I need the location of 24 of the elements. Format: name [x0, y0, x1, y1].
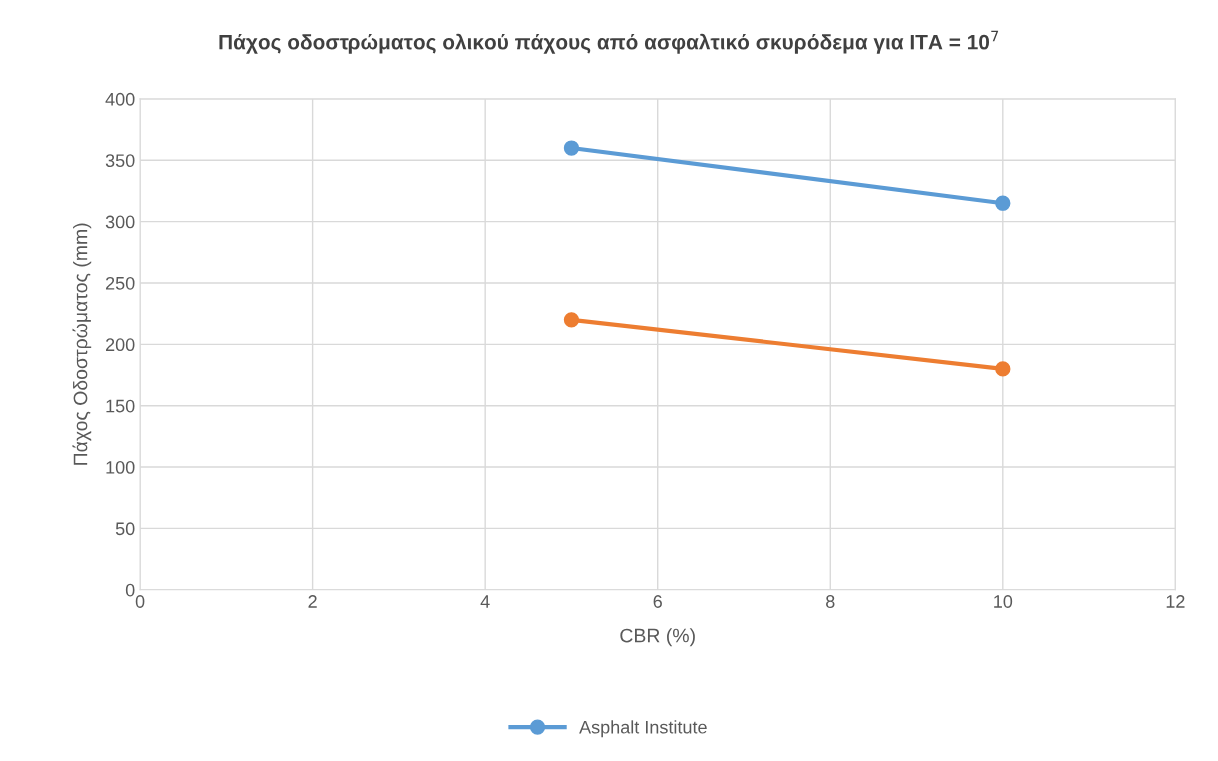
chart-title: Πάχος οδοστρώματος ολικού πάχους από ασφαλτικό σκυρόδεμα για ΙΤΑ = 10$^{7}$: [219, 30, 999, 54]
y-tick-label: 150: [106, 399, 135, 413]
y-tick-label: 50: [115, 522, 135, 536]
y-tick-label: 400: [105, 92, 135, 106]
legend-label: Asphalt Institute: [579, 720, 707, 738]
y-tick-label: 250: [106, 276, 135, 290]
y-tick-label: 200: [106, 338, 135, 352]
point: [563, 140, 580, 156]
point: [563, 312, 580, 328]
point: [995, 195, 1011, 211]
x-tick-label: 12: [1166, 595, 1185, 608]
x-tick-label: 2: [308, 595, 317, 608]
x-tick-label: 10: [994, 595, 1013, 608]
y-tick-label: 300: [105, 215, 135, 229]
x-tick-label: 4: [480, 595, 490, 608]
x-axis-title: CBR (%): [620, 628, 695, 647]
x-tick-label: 6: [653, 595, 662, 608]
y-tick-label: 100: [106, 461, 135, 474]
x-tick-label: 8: [826, 595, 835, 608]
x-tick-label: 0: [135, 595, 145, 608]
y-tick-label: 350: [105, 154, 135, 168]
y-axis-title: Πάχος Οδοστρώματος (mm): [72, 223, 92, 465]
point: [995, 361, 1011, 377]
y-tick-label: 0: [125, 583, 135, 597]
